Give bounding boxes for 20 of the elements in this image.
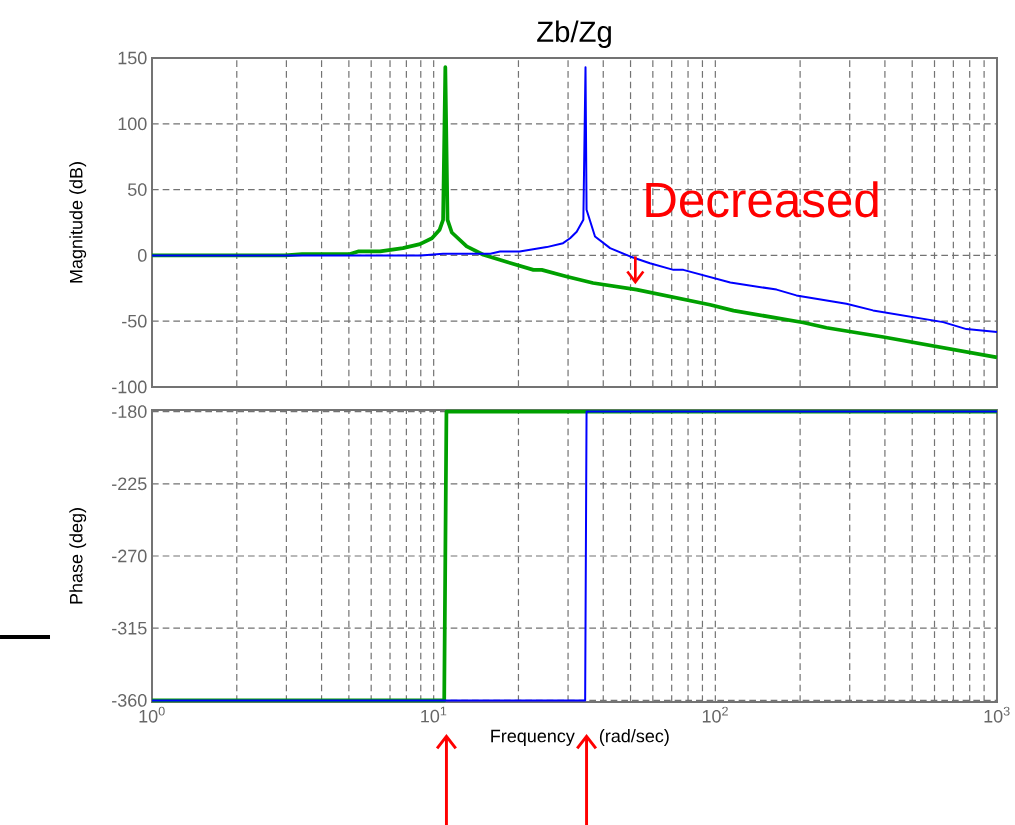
x-tick-label: 10$^{0}$ <box>139 706 165 723</box>
y-tick-label: 0 <box>137 249 147 262</box>
y-tick-label: 150 <box>118 51 147 65</box>
x-axis-title: Frequency (rad/sec) <box>491 729 669 746</box>
y-tick-label: -225 <box>112 477 147 491</box>
x-tick-label: 10$^{2}$ <box>702 706 728 723</box>
y-tick-label: -50 <box>122 314 147 328</box>
y-tick-label: 50 <box>127 183 147 196</box>
x-tick-label: 10$^{1}$ <box>421 706 447 723</box>
y-axis-title: Phase (deg) <box>69 508 87 604</box>
annotation: Decreased <box>646 181 878 218</box>
y-tick-label: -100 <box>112 380 147 394</box>
y-tick-label: -360 <box>112 694 147 707</box>
y-tick-label: -180 <box>112 405 147 418</box>
x-tick-label: 10$^{3}$ <box>984 706 1010 723</box>
y-tick-label: -315 <box>112 621 147 635</box>
y-tick-label: -270 <box>112 549 147 563</box>
y-tick-label: 100 <box>118 117 147 131</box>
y-axis-title: Magnitude (dB) <box>69 162 87 283</box>
chart-title: Zb/Zg <box>537 20 611 48</box>
